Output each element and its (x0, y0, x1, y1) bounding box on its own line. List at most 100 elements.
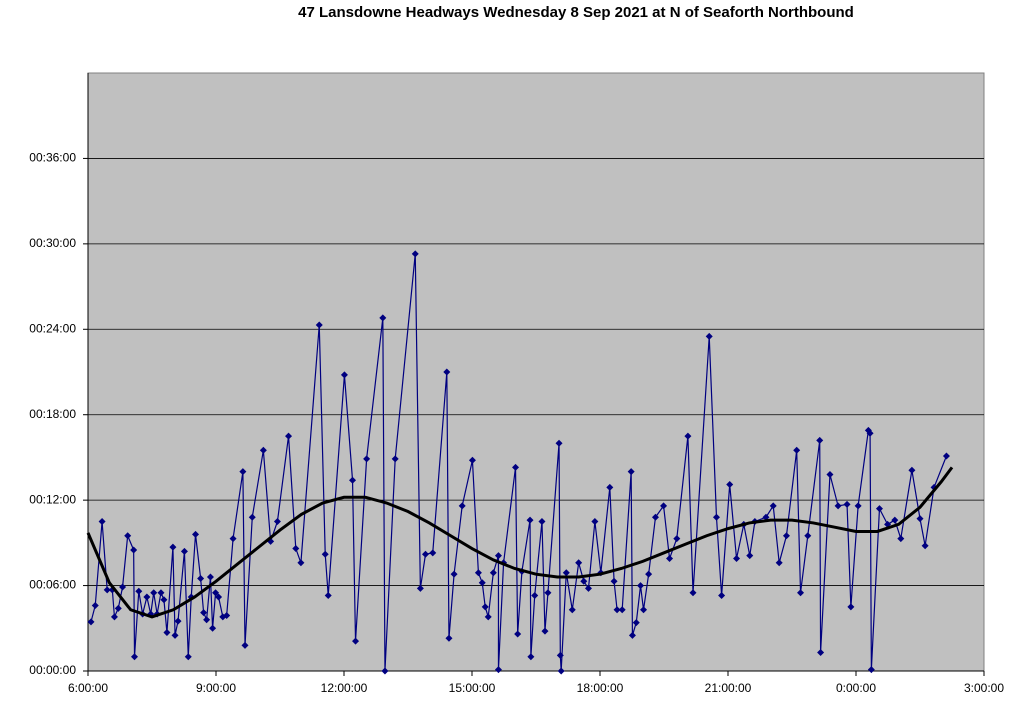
y-tick-label: 00:36:00 (29, 151, 76, 165)
data-point (381, 667, 389, 675)
data-point (733, 555, 741, 563)
data-point (174, 617, 182, 625)
data-point (826, 471, 834, 479)
data-point (705, 332, 713, 340)
data-point (184, 653, 192, 661)
data-point (555, 439, 563, 447)
data-point (632, 619, 640, 627)
data-point (209, 624, 217, 632)
data-point (215, 593, 223, 601)
data-point (712, 513, 720, 521)
data-point (544, 589, 552, 597)
data-point (478, 579, 486, 587)
data-point (248, 513, 256, 521)
data-point (891, 516, 899, 524)
data-point (613, 606, 621, 614)
x-tick-label: 12:00:00 (321, 681, 368, 695)
data-point (591, 518, 599, 525)
data-point (421, 550, 429, 558)
data-point (494, 552, 502, 560)
data-point (512, 463, 520, 471)
data-point (489, 569, 497, 577)
x-tick-label: 9:00:00 (196, 681, 236, 695)
data-point (130, 546, 138, 554)
data-point (229, 535, 237, 543)
data-point (379, 314, 387, 322)
y-tick-label: 00:00:00 (29, 663, 76, 677)
data-point (481, 603, 489, 611)
data-point (610, 577, 618, 585)
y-tick-label: 00:06:00 (29, 578, 76, 592)
data-point (494, 666, 502, 674)
data-point (580, 577, 588, 585)
data-point (816, 436, 824, 444)
data-point (689, 589, 697, 597)
x-tick-label: 6:00:00 (68, 681, 108, 695)
data-point (775, 559, 783, 567)
data-point (942, 452, 950, 460)
data-point (91, 602, 99, 610)
data-point (867, 666, 875, 674)
data-point (474, 569, 482, 577)
data-point (349, 476, 357, 484)
data-point (606, 483, 614, 491)
data-point (203, 616, 211, 624)
data-point (557, 667, 565, 675)
data-point (223, 611, 231, 619)
data-point (285, 432, 293, 440)
data-point (206, 573, 214, 581)
data-point (916, 515, 924, 523)
data-point (143, 593, 151, 601)
data-point (416, 584, 424, 592)
data-point (584, 584, 592, 592)
data-point (651, 513, 659, 521)
data-point (640, 606, 648, 614)
x-tick-label: 15:00:00 (449, 681, 496, 695)
data-point (908, 466, 916, 474)
data-point (180, 547, 188, 555)
data-point (157, 589, 165, 597)
data-point (718, 592, 726, 600)
data-point (192, 530, 200, 538)
data-point (684, 432, 692, 440)
y-tick-label: 00:18:00 (29, 407, 76, 421)
data-point (673, 535, 681, 543)
data-point (429, 549, 437, 557)
data-point (628, 631, 636, 639)
data-point (315, 321, 323, 329)
data-point (538, 518, 546, 525)
data-point (363, 455, 371, 463)
data-point (726, 480, 734, 488)
data-point (541, 627, 549, 635)
data-point (866, 429, 874, 437)
trend-line (86, 466, 954, 619)
y-tick-label: 00:12:00 (29, 492, 76, 506)
data-point (875, 505, 883, 513)
data-point (817, 648, 825, 656)
data-point (921, 542, 929, 550)
x-tick-label: 3:00:00 (964, 681, 1004, 695)
x-tick-label: 21:00:00 (705, 681, 752, 695)
data-point (526, 516, 534, 524)
data-point (273, 518, 281, 525)
data-point (352, 637, 360, 645)
data-point (562, 569, 570, 577)
data-point (514, 630, 522, 638)
data-point (793, 446, 801, 454)
data-point (618, 606, 626, 614)
data-point (124, 532, 132, 540)
data-point (627, 468, 635, 476)
data-point (200, 609, 208, 617)
data-point (450, 570, 458, 578)
data-point (160, 596, 168, 604)
data-point (340, 371, 348, 379)
data-point (259, 446, 267, 454)
data-point (556, 651, 564, 659)
data-point (443, 368, 451, 376)
data-point (575, 559, 583, 567)
data-point (568, 606, 576, 614)
x-tick-label: 0:00:00 (836, 681, 876, 695)
data-point (87, 618, 95, 626)
data-point (445, 634, 453, 642)
data-point (110, 613, 118, 621)
